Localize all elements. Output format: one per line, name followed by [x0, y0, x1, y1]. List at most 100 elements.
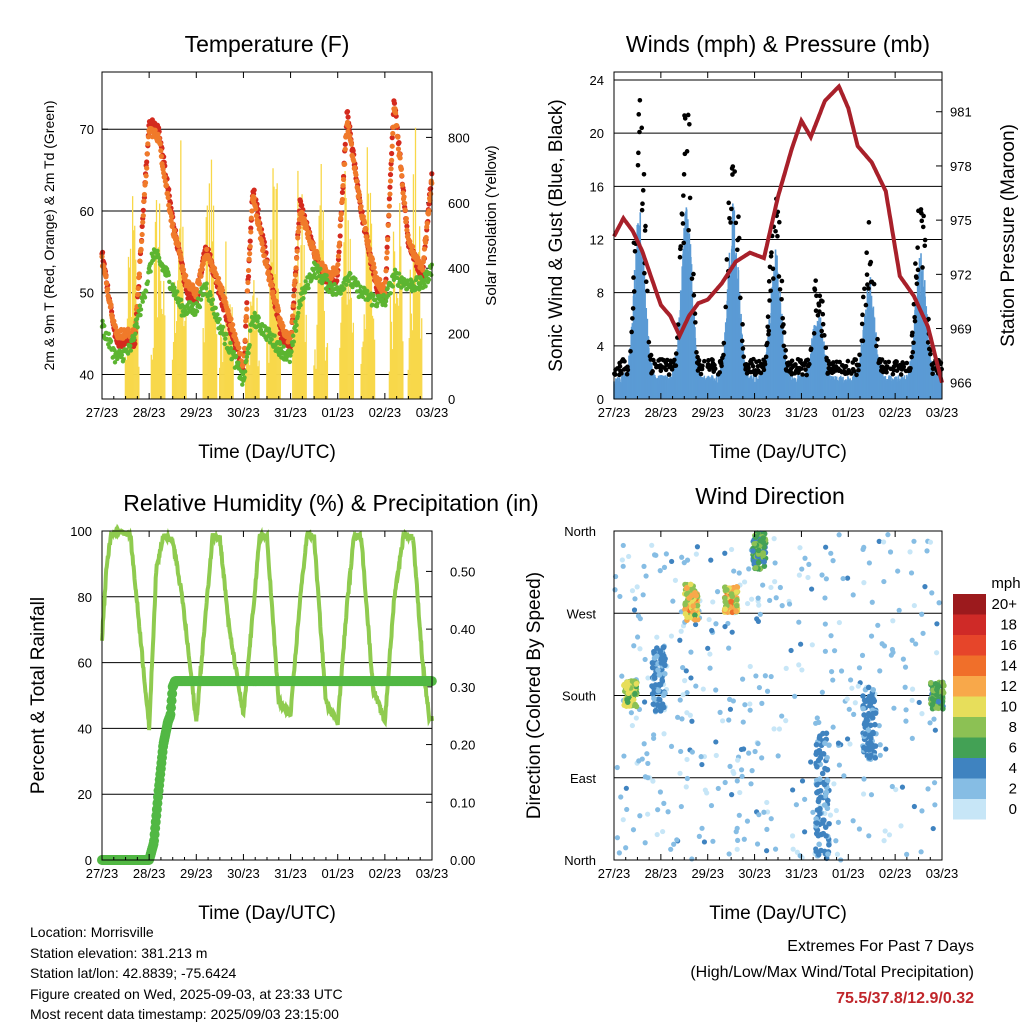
direction-point [685, 776, 690, 781]
gust-point [741, 346, 746, 351]
gust-point [912, 315, 917, 320]
dewpoint-point [229, 346, 233, 350]
rh-xtick-label: 30/23 [227, 866, 260, 881]
gust-point [861, 339, 866, 344]
direction-point [651, 649, 657, 655]
direction-point [878, 753, 883, 758]
direction-point [796, 662, 801, 667]
temp9m-point [141, 199, 146, 204]
temp9m-point [137, 271, 142, 276]
direction-point [747, 701, 752, 706]
direction-point [791, 847, 796, 852]
temp9m-point [246, 268, 251, 273]
gust-point [913, 319, 918, 324]
temp-y2tick-label: 600 [448, 196, 470, 211]
gust-point [910, 350, 915, 355]
temp-y2tick-label: 400 [448, 261, 470, 276]
temp9m-point [216, 276, 221, 281]
direction-point [674, 837, 679, 842]
rh-xtick-label: 29/23 [180, 866, 213, 881]
direction-point [932, 780, 937, 785]
winds-xtick-label: 27/23 [598, 405, 631, 420]
direction-point [729, 792, 734, 797]
temp9m-point [249, 216, 254, 221]
temp-xtick-label: 29/23 [180, 405, 213, 420]
direction-point [669, 633, 674, 638]
direction-point [687, 595, 693, 601]
dewpoint-point [248, 329, 252, 333]
direction-point [924, 548, 929, 553]
temp9m-point [338, 223, 343, 228]
direction-point [618, 794, 623, 799]
temp9m-point [425, 221, 430, 226]
direction-point [845, 736, 850, 741]
temp9m-point [145, 141, 150, 146]
direction-point [810, 642, 815, 647]
gust-point [667, 372, 672, 377]
gust-point [694, 350, 699, 355]
direction-point [901, 657, 906, 662]
direction-point [693, 622, 698, 627]
direction-point [931, 717, 936, 722]
temp9m-point [228, 316, 233, 321]
direction-point [621, 817, 626, 822]
temp9m-point [293, 265, 298, 270]
direction-point [870, 600, 875, 605]
gust-point [910, 331, 915, 336]
temp9m-point [290, 313, 295, 318]
direction-point [755, 741, 760, 746]
gust-point [868, 260, 873, 265]
direction-point [832, 648, 837, 653]
direction-point [802, 556, 807, 561]
temp2m-point [388, 172, 393, 177]
direction-point [768, 585, 773, 590]
direction-point [934, 650, 939, 655]
direction-point [655, 667, 661, 673]
direction-point [824, 576, 829, 581]
gust-point [809, 347, 814, 352]
direction-point [688, 675, 693, 680]
temp2m-point [345, 109, 350, 114]
gust-point [632, 289, 637, 294]
direction-point [733, 608, 739, 614]
gust-point [860, 322, 865, 327]
gust-point [904, 361, 909, 366]
direction-point [784, 666, 789, 671]
dewpoint-point [195, 309, 199, 313]
dewpoint-point [281, 344, 285, 348]
direction-point [727, 764, 732, 769]
direction-point [659, 656, 665, 662]
direction-point [771, 726, 776, 731]
gust-point [729, 207, 734, 212]
direction-point [837, 620, 842, 625]
direction-point [900, 785, 905, 790]
temp9m-point [158, 141, 163, 146]
temp9m-point [135, 292, 140, 297]
rh-y2tick-label: 0.00 [450, 853, 475, 868]
direction-point [836, 741, 841, 746]
gust-point [645, 289, 650, 294]
direction-point [680, 665, 685, 670]
temp9m-point [257, 225, 262, 230]
direction-point [728, 599, 734, 605]
gust-point [771, 276, 776, 281]
winds-ytick-label: 8 [597, 286, 604, 301]
dewpoint-point [175, 289, 179, 293]
direction-point [919, 849, 924, 854]
gust-point [909, 355, 914, 360]
gust-point [681, 241, 686, 246]
temp9m-point [174, 236, 179, 241]
dewpoint-point [167, 273, 171, 277]
direction-point [742, 579, 747, 584]
winds-xtick-label: 29/23 [691, 405, 724, 420]
gust-point [636, 112, 641, 117]
direction-point [645, 775, 650, 780]
dewpoint-point [291, 334, 295, 338]
winds-y2tick-label: 966 [950, 376, 972, 391]
temp-y2tick-label: 200 [448, 327, 470, 342]
direction-point [903, 685, 908, 690]
gust-point [674, 363, 679, 368]
direction-point [774, 595, 779, 600]
temp9m-point [181, 267, 186, 272]
gust-point [806, 358, 811, 363]
